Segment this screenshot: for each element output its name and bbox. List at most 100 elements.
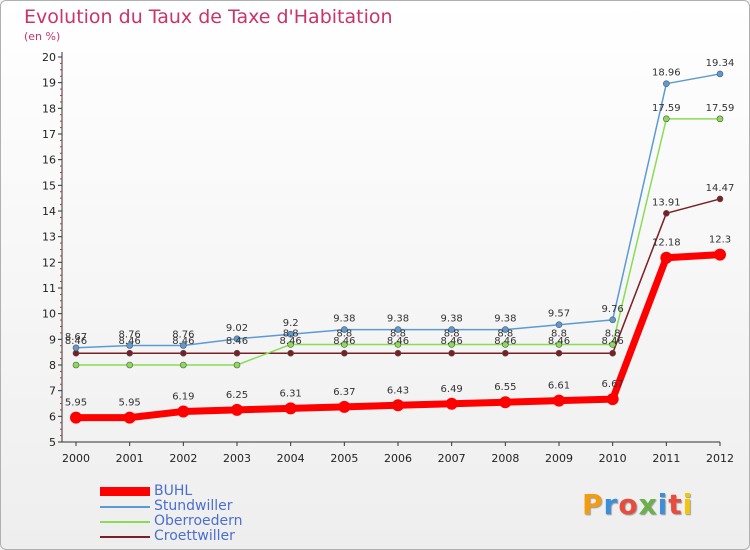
y-tick-label: 19 xyxy=(42,77,56,90)
data-point-buhl xyxy=(660,251,673,264)
data-point-oberroedern xyxy=(555,341,563,348)
data-label-buhl: 6.19 xyxy=(172,391,194,402)
x-tick-label: 2005 xyxy=(330,452,358,465)
data-point-oberroedern xyxy=(126,361,133,369)
brand-letter: i xyxy=(657,488,669,521)
data-point-buhl xyxy=(392,399,404,412)
data-label-stundwiller: 9.2 xyxy=(283,318,299,329)
data-point-oberroedern xyxy=(287,341,294,348)
data-label-stundwiller: 8.76 xyxy=(119,329,141,340)
x-tick-label: 2002 xyxy=(169,452,197,465)
data-point-stundwiller xyxy=(233,335,241,343)
data-point-buhl xyxy=(338,400,351,413)
data-label-oberroedern: 8.8 xyxy=(390,328,406,339)
data-point-stundwiller xyxy=(502,326,509,333)
data-label-oberroedern: 8.8 xyxy=(551,328,567,339)
data-point-buhl xyxy=(606,393,619,406)
legend-swatch-stundwiller xyxy=(100,505,150,508)
data-label-buhl: 6.43 xyxy=(387,385,409,396)
data-point-oberroedern xyxy=(716,115,724,123)
data-point-buhl xyxy=(177,405,190,418)
data-point-croettwiller xyxy=(555,349,563,357)
data-point-stundwiller xyxy=(448,326,455,333)
data-label-oberroedern: 17.59 xyxy=(652,103,681,114)
legend-item-oberroedern: Oberroedern xyxy=(100,514,243,529)
data-point-oberroedern xyxy=(233,361,241,369)
data-label-buhl: 6.37 xyxy=(333,387,355,398)
y-tick-label: 8 xyxy=(49,359,56,372)
data-label-buhl: 6.55 xyxy=(494,382,516,393)
data-point-buhl xyxy=(231,403,243,416)
data-point-oberroedern xyxy=(663,115,670,123)
data-point-croettwiller xyxy=(394,349,402,357)
x-tick-label: 2009 xyxy=(545,452,573,465)
data-label-stundwiller: 9.76 xyxy=(602,304,624,315)
data-label-croettwiller: 8.46 xyxy=(548,336,570,347)
data-label-stundwiller: 8.76 xyxy=(172,329,194,340)
brand-letter: P xyxy=(582,488,604,521)
brand-letter: x xyxy=(638,488,658,521)
x-tick-label: 2001 xyxy=(116,452,144,465)
y-tick-label: 20 xyxy=(42,51,56,64)
y-tick-label: 13 xyxy=(42,231,56,244)
data-point-stundwiller xyxy=(126,342,133,349)
legend-item-stundwiller: Stundwiller xyxy=(100,499,243,514)
y-tick-label: 14 xyxy=(42,205,56,218)
data-point-oberroedern xyxy=(341,341,348,348)
data-label-croettwiller: 8.46 xyxy=(333,336,355,347)
data-point-stundwiller xyxy=(287,330,294,338)
data-label-buhl: 12.18 xyxy=(652,238,681,249)
data-point-croettwiller xyxy=(609,349,616,357)
data-label-croettwiller: 8.46 xyxy=(441,336,463,347)
data-label-croettwiller: 8.46 xyxy=(602,336,624,347)
data-label-stundwiller: 19.34 xyxy=(706,58,735,69)
data-point-croettwiller xyxy=(448,349,455,357)
data-label-oberroedern: 8.8 xyxy=(605,328,621,339)
data-point-buhl xyxy=(445,397,458,410)
y-tick-label: 5 xyxy=(49,436,56,449)
data-label-oberroedern: 8.8 xyxy=(444,328,460,339)
proxiti-logo: Proxiti xyxy=(582,488,693,521)
brand-letter: r xyxy=(603,488,619,521)
data-label-croettwiller: 8.46 xyxy=(226,336,248,347)
data-label-buhl: 6.67 xyxy=(602,379,624,390)
legend-swatch-buhl xyxy=(100,487,150,496)
data-point-oberroedern xyxy=(448,341,455,348)
data-point-croettwiller xyxy=(126,349,133,357)
y-tick-label: 6 xyxy=(49,410,56,423)
data-label-stundwiller: 9.57 xyxy=(548,309,570,320)
y-tick-label: 15 xyxy=(42,179,56,192)
legend-swatch-oberroedern xyxy=(100,520,150,523)
data-point-croettwiller xyxy=(180,349,187,357)
x-tick-label: 2008 xyxy=(491,452,519,465)
legend-swatch-croettwiller xyxy=(100,535,150,538)
data-point-stundwiller xyxy=(180,342,187,349)
data-point-buhl xyxy=(714,248,726,261)
x-tick-label: 2006 xyxy=(384,452,412,465)
y-tick-label: 12 xyxy=(42,256,56,269)
data-label-buhl: 6.49 xyxy=(441,384,463,395)
data-label-stundwiller: 18.96 xyxy=(652,68,681,79)
x-tick-label: 2010 xyxy=(599,452,627,465)
x-tick-label: 2000 xyxy=(62,452,90,465)
y-tick-label: 17 xyxy=(42,128,56,141)
data-point-oberroedern xyxy=(72,361,80,369)
data-label-croettwiller: 13.91 xyxy=(652,197,681,208)
chart-title: Evolution du Taux de Taxe d'Habitation xyxy=(24,6,393,28)
data-label-stundwiller: 9.02 xyxy=(226,323,248,334)
data-point-croettwiller xyxy=(233,349,241,357)
data-label-buhl: 12.3 xyxy=(709,235,731,246)
x-tick-label: 2011 xyxy=(652,452,680,465)
y-tick-label: 7 xyxy=(49,385,56,398)
data-point-croettwiller xyxy=(663,210,670,217)
y-tick-label: 10 xyxy=(42,308,56,321)
legend-label-croettwiller: Croettwiller xyxy=(154,528,235,544)
data-point-stundwiller xyxy=(394,326,402,333)
x-tick-label: 2012 xyxy=(706,452,734,465)
data-label-stundwiller: 8.67 xyxy=(65,332,87,343)
data-label-croettwiller: 8.46 xyxy=(387,336,409,347)
y-tick-label: 11 xyxy=(42,282,56,295)
data-point-buhl xyxy=(284,402,297,415)
data-point-croettwiller xyxy=(341,349,348,357)
